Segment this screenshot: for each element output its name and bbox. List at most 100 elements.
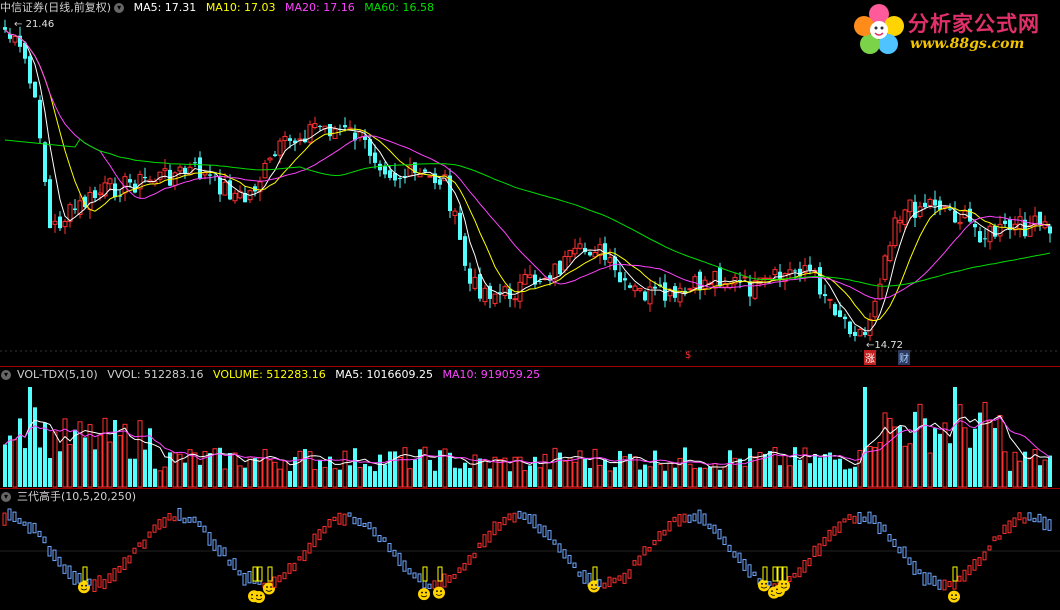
signal-bar — [267, 566, 273, 582]
volume-bar — [692, 468, 698, 488]
volume-bar — [618, 450, 622, 487]
indicator-bar — [947, 581, 952, 588]
volume-bar — [448, 452, 452, 487]
volume-bar — [577, 450, 583, 488]
indicator-bar — [477, 542, 482, 548]
candle — [417, 167, 423, 178]
indicator-bar — [607, 576, 612, 588]
volume-bar — [297, 450, 303, 488]
volume-bar — [657, 463, 663, 488]
volume-bar — [732, 457, 738, 488]
settings-dot-icon[interactable]: ▾ — [1, 370, 11, 380]
candle — [748, 274, 752, 307]
settings-dot-icon[interactable]: ▾ — [1, 492, 11, 502]
volume-bar — [172, 452, 178, 488]
volume-bar — [683, 447, 687, 487]
indicator-panel[interactable]: ▾ 三代高手(10,5,20,250) — [0, 489, 1060, 610]
indicator-bar — [32, 522, 37, 534]
indicator-bar — [687, 514, 692, 523]
indicator-bar — [522, 512, 527, 520]
finance-marker[interactable]: 财 — [898, 350, 910, 365]
ma60-value: MA60: 16.58 — [364, 1, 434, 14]
indicator-bar — [497, 522, 502, 531]
indicator-bar — [467, 555, 472, 565]
indicator-title[interactable]: 三代高手(10,5,20,250) — [17, 490, 137, 503]
candle — [887, 241, 893, 263]
indicator-bar — [547, 530, 552, 541]
indicator-bar — [297, 556, 302, 561]
indicator-bar — [932, 575, 937, 586]
indicator-bar — [37, 530, 42, 538]
volume-bar — [942, 422, 948, 488]
indicator-bar — [512, 512, 517, 523]
price-panel[interactable]: 中信证券(日线,前复权) ▾ MA5: 17.31 MA10: 17.03 MA2… — [0, 0, 1060, 366]
candle — [997, 215, 1003, 243]
volume-bar — [492, 456, 498, 488]
volume-bar — [962, 427, 968, 488]
volume-bar — [607, 470, 613, 488]
indicator-bar — [147, 531, 152, 538]
candle — [782, 272, 788, 291]
volume-panel[interactable]: ▾ VOL-TDX(5,10) VVOL: 512283.16 VOLUME: 5… — [0, 367, 1060, 488]
volume-bar — [638, 469, 642, 487]
volume-bar — [468, 467, 472, 487]
candle — [28, 52, 32, 89]
volume-bar — [787, 465, 793, 488]
volume-title[interactable]: VOL-TDX(5,10) — [17, 368, 98, 381]
candle — [442, 169, 448, 182]
indicator-bar — [152, 524, 157, 533]
indicator-bar — [672, 516, 677, 523]
volume-bar — [973, 428, 977, 487]
indicator-bar — [362, 522, 367, 527]
indicator-bar — [342, 513, 347, 526]
signal-bar — [592, 566, 598, 582]
indicator-bar — [717, 528, 722, 540]
volume-bar — [572, 461, 578, 488]
volume-bar — [168, 452, 172, 487]
volume-bar — [397, 457, 403, 488]
settings-dot-icon[interactable]: ▾ — [114, 3, 125, 13]
candle — [512, 295, 518, 308]
indicator-bar — [577, 571, 582, 577]
stock-name[interactable]: 中信证券(日线,前复权) — [0, 1, 112, 14]
volume-bar — [1042, 459, 1048, 488]
indicator-bar — [412, 572, 417, 579]
volume-bar — [677, 457, 683, 488]
candle — [1042, 215, 1048, 230]
indicator-bar — [992, 536, 997, 542]
indicator-bar — [617, 575, 622, 581]
indicator-bar — [347, 512, 352, 517]
indicator-bar — [7, 508, 12, 521]
indicator-bar — [292, 562, 297, 572]
candle — [863, 327, 867, 338]
volume-bar — [818, 457, 822, 487]
volume-bar — [222, 468, 228, 488]
indicator-bar — [752, 571, 757, 576]
volume-bar — [187, 449, 193, 488]
indicator-bar — [517, 510, 522, 519]
indicator-bar — [487, 530, 492, 543]
candle — [762, 274, 768, 288]
volume-bar — [143, 449, 147, 487]
indicator-bar — [997, 535, 1002, 540]
signal-bar — [777, 566, 783, 582]
indicator-bar — [87, 578, 92, 586]
volume-bar — [728, 450, 732, 487]
volume-chart[interactable] — [0, 367, 1060, 488]
volume-bar — [1038, 465, 1042, 487]
indicator-bar — [927, 572, 932, 585]
volume-bar — [592, 448, 598, 488]
indicator-bar — [212, 539, 217, 551]
dividend-marker[interactable]: $ — [685, 350, 692, 361]
candle — [1023, 212, 1027, 239]
indicator-bar — [417, 573, 422, 583]
indicator-chart[interactable] — [0, 489, 1060, 610]
limit-up-marker[interactable]: 涨 — [864, 350, 876, 365]
indicator-bar — [697, 509, 702, 524]
candle — [133, 179, 137, 194]
candle — [558, 260, 562, 276]
candle — [433, 167, 437, 190]
indicator-bar — [337, 512, 342, 525]
candlestick-chart[interactable] — [0, 0, 1060, 366]
indicator-bar — [567, 554, 572, 564]
